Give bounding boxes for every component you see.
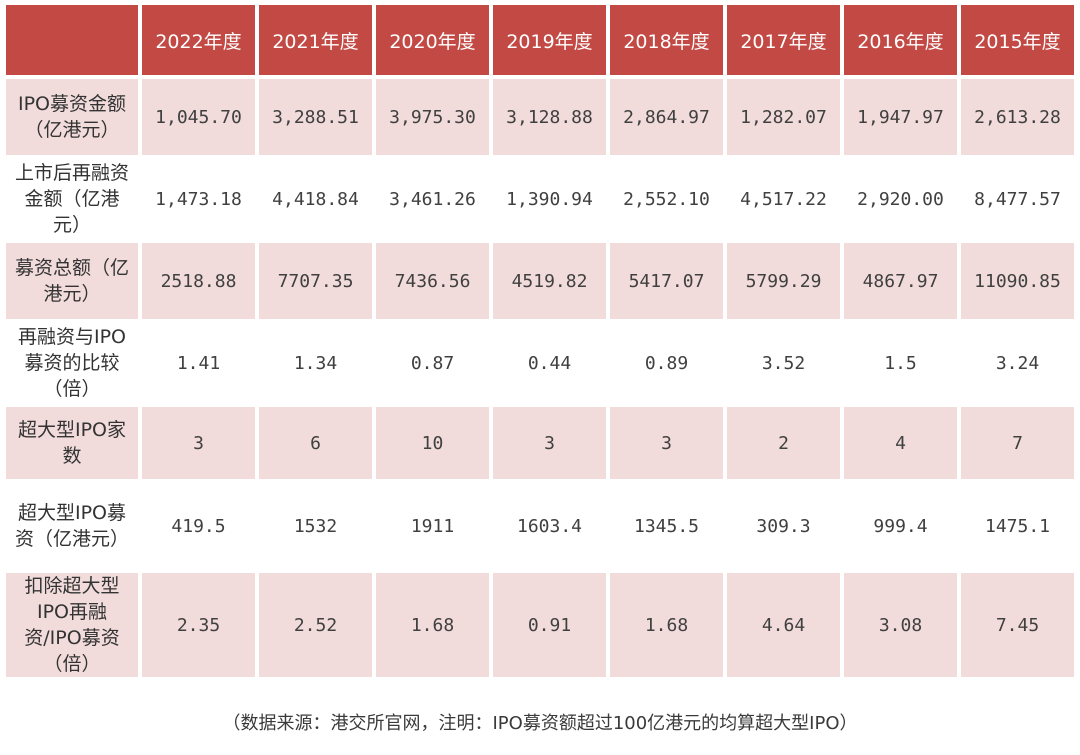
table-cell: 7.45	[961, 573, 1074, 677]
table-cell: 5799.29	[727, 243, 840, 319]
table-cell: 8,477.57	[961, 159, 1074, 239]
column-header-2019: 2019年度	[493, 5, 606, 75]
table-row-mega-ipo-count: 超大型IPO家数 3 6 10 3 3 2 4 7	[6, 407, 1074, 479]
table-cell: 0.91	[493, 573, 606, 677]
source-note: （数据来源：港交所官网，注明：IPO募资额超过100亿港元的均算超大型IPO）	[222, 713, 858, 734]
column-header-2020: 2020年度	[376, 5, 489, 75]
table-cell: 2	[727, 407, 840, 479]
table-cell: 5417.07	[610, 243, 723, 319]
table-cell: 1345.5	[610, 483, 723, 569]
table-cell: 1,045.70	[142, 79, 255, 155]
table-cell: 3,128.88	[493, 79, 606, 155]
table-cell: 1,390.94	[493, 159, 606, 239]
table-cell: 2.52	[259, 573, 372, 677]
column-header-2018: 2018年度	[610, 5, 723, 75]
table-cell: 1,947.97	[844, 79, 957, 155]
table-cell: 3,288.51	[259, 79, 372, 155]
table-cell: 7707.35	[259, 243, 372, 319]
table-cell: 4,517.22	[727, 159, 840, 239]
table-row-refi-vs-ipo-ratio: 再融资与IPO募资的比较（倍） 1.41 1.34 0.87 0.44 0.89…	[6, 323, 1074, 403]
row-label: IPO募资金额（亿港元）	[6, 79, 138, 155]
table-cell: 1.68	[376, 573, 489, 677]
table-cell: 1.68	[610, 573, 723, 677]
row-label: 扣除超大型IPO再融资/IPO募资（倍）	[6, 573, 138, 677]
row-label: 超大型IPO家数	[6, 407, 138, 479]
column-header-2022: 2022年度	[142, 5, 255, 75]
table-row-ipo-amount: IPO募资金额（亿港元） 1,045.70 3,288.51 3,975.30 …	[6, 79, 1074, 155]
row-label: 募资总额（亿港元）	[6, 243, 138, 319]
table-cell: 2,552.10	[610, 159, 723, 239]
table-cell: 1.5	[844, 323, 957, 403]
table-cell: 1,473.18	[142, 159, 255, 239]
table-row-total-raised: 募资总额（亿港元） 2518.88 7707.35 7436.56 4519.8…	[6, 243, 1074, 319]
table-cell: 3.08	[844, 573, 957, 677]
row-label: 超大型IPO募资（亿港元）	[6, 483, 138, 569]
table-cell: 3.24	[961, 323, 1074, 403]
table-cell: 1.41	[142, 323, 255, 403]
table-row-ex-mega-ratio: 扣除超大型IPO再融资/IPO募资（倍） 2.35 2.52 1.68 0.91…	[6, 573, 1074, 677]
table-cell: 3,461.26	[376, 159, 489, 239]
table-cell: 3	[610, 407, 723, 479]
table-cell: 4,418.84	[259, 159, 372, 239]
column-header-2016: 2016年度	[844, 5, 957, 75]
table-cell: 4519.82	[493, 243, 606, 319]
table-cell: 2518.88	[142, 243, 255, 319]
table-cell: 7	[961, 407, 1074, 479]
table-cell: 2,864.97	[610, 79, 723, 155]
table-cell: 1.34	[259, 323, 372, 403]
ipo-data-table: 2022年度 2021年度 2020年度 2019年度 2018年度 2017年…	[2, 1, 1078, 681]
table-cell: 1475.1	[961, 483, 1074, 569]
table-cell: 2,920.00	[844, 159, 957, 239]
corner-header-cell	[6, 5, 138, 75]
table-cell: 419.5	[142, 483, 255, 569]
table-cell: 4	[844, 407, 957, 479]
table-cell: 0.87	[376, 323, 489, 403]
table-cell: 2,613.28	[961, 79, 1074, 155]
table-cell: 3	[142, 407, 255, 479]
column-header-2017: 2017年度	[727, 5, 840, 75]
table-cell: 0.89	[610, 323, 723, 403]
table-row-post-listing-refinancing: 上市后再融资金额（亿港元） 1,473.18 4,418.84 3,461.26…	[6, 159, 1074, 239]
table-cell: 11090.85	[961, 243, 1074, 319]
row-label: 再融资与IPO募资的比较（倍）	[6, 323, 138, 403]
table-cell: 1532	[259, 483, 372, 569]
row-label: 上市后再融资金额（亿港元）	[6, 159, 138, 239]
table-cell: 1911	[376, 483, 489, 569]
table-cell: 2.35	[142, 573, 255, 677]
table-row-mega-ipo-amount: 超大型IPO募资（亿港元） 419.5 1532 1911 1603.4 134…	[6, 483, 1074, 569]
table-cell: 1,282.07	[727, 79, 840, 155]
column-header-2015: 2015年度	[961, 5, 1074, 75]
table-cell: 0.44	[493, 323, 606, 403]
table-cell: 3.52	[727, 323, 840, 403]
table-cell: 4867.97	[844, 243, 957, 319]
column-header-2021: 2021年度	[259, 5, 372, 75]
table-cell: 309.3	[727, 483, 840, 569]
table-cell: 4.64	[727, 573, 840, 677]
table-cell: 7436.56	[376, 243, 489, 319]
table-cell: 1603.4	[493, 483, 606, 569]
table-cell: 6	[259, 407, 372, 479]
table-cell: 3,975.30	[376, 79, 489, 155]
header-row: 2022年度 2021年度 2020年度 2019年度 2018年度 2017年…	[6, 5, 1074, 75]
table-cell: 3	[493, 407, 606, 479]
table-cell: 999.4	[844, 483, 957, 569]
table-cell: 10	[376, 407, 489, 479]
